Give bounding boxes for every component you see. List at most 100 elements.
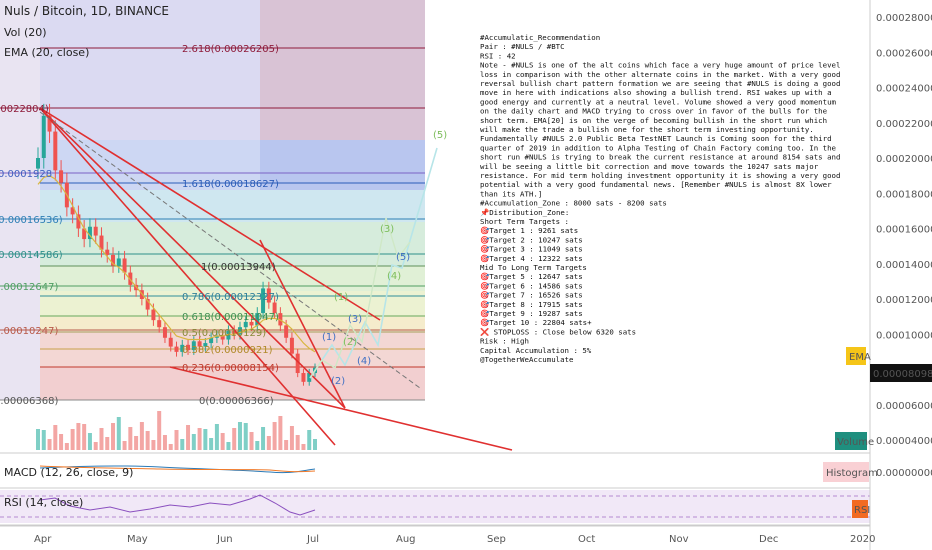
fib-label-0382: 0.382(0.0000921) xyxy=(182,345,273,356)
projection-path xyxy=(309,147,438,379)
wave-5-minor: (5) xyxy=(396,252,410,263)
note-line: 📌Distribution_Zone: xyxy=(480,208,569,217)
legend-macd: MACD (12, 26, close, 9) xyxy=(4,466,133,479)
candle xyxy=(203,343,208,347)
fib-labels: 2.618(0.00026205) 1.618(0.00018627) 1(0.… xyxy=(182,44,279,407)
candle xyxy=(191,341,196,351)
volume-bar xyxy=(59,434,64,450)
legend-ema: EMA (20, close) xyxy=(4,46,89,59)
note-line: move in here with indications also showi… xyxy=(480,88,832,97)
price-axis: 0.00028000 0.00026000 0.00024000 0.00022000… xyxy=(869,0,932,550)
volume-bar xyxy=(162,435,167,450)
volume-bar xyxy=(295,435,300,450)
note-line: ❌ STOPLOSS : Close below 6320 sats xyxy=(480,327,636,336)
volume-bar xyxy=(214,424,219,450)
candle xyxy=(197,341,202,347)
note-line: 🎯Target 10 : 22804 sats+ xyxy=(480,318,592,327)
candle xyxy=(249,321,254,326)
candle xyxy=(93,226,98,236)
y-tick-label: 0.00026000 xyxy=(876,48,932,59)
y-tick-label: 0.00010000 xyxy=(876,330,932,341)
volume-bar xyxy=(41,430,46,450)
volume-bar xyxy=(128,427,133,450)
ema-line xyxy=(37,174,316,353)
wave-labels: (5) (3) (5) (4) (1) (2) (3) (4) (1) (2) xyxy=(322,130,447,387)
x-tick-label: Apr xyxy=(34,534,52,545)
wave-5-major: (5) xyxy=(433,130,447,141)
volume-bar xyxy=(220,433,225,450)
volume-bar xyxy=(168,444,173,450)
macd-zero-label: 0.00000000 xyxy=(876,468,932,479)
left-label-19287: 0.0001928 xyxy=(0,169,52,180)
candle xyxy=(226,330,231,340)
candle xyxy=(186,344,191,351)
volume-bar xyxy=(307,430,312,450)
wave-1-minor: (1) xyxy=(322,332,336,343)
left-label-10247: 0.00010247) xyxy=(0,326,58,337)
y-tick-label: 0.00024000 xyxy=(876,84,932,95)
candle xyxy=(278,313,283,326)
note-line: Capital Accumulation : 5% xyxy=(480,346,592,355)
volume-bar xyxy=(145,431,150,450)
note-line: quarter of 2019 in addition to Alpha Tes… xyxy=(480,143,837,152)
volume-bar xyxy=(36,429,40,450)
x-tick-label: Aug xyxy=(396,534,416,545)
volume-bar xyxy=(278,416,283,450)
fib-label-1: 1(0.00013944) xyxy=(201,262,276,273)
candle xyxy=(59,170,64,183)
volume-bar xyxy=(197,428,202,450)
candle xyxy=(76,214,81,229)
volume-bar xyxy=(209,438,214,450)
volume-bar xyxy=(134,436,139,450)
volume-bar xyxy=(186,425,191,450)
fib-lines xyxy=(0,47,425,401)
fib-label-0236: 0.236(0.00008154) xyxy=(182,363,279,374)
candle xyxy=(295,353,300,374)
candle xyxy=(41,115,46,158)
candle xyxy=(180,344,185,352)
macd-signal-line xyxy=(39,465,316,473)
volume-bar xyxy=(249,432,254,450)
note-line: #Accumulatic_Recommendation xyxy=(480,33,600,42)
wave-2-major: (2) xyxy=(343,337,357,348)
legend-rsi: RSI (14, close) xyxy=(4,496,83,509)
note-line: will make the trade a bullish one for th… xyxy=(480,125,814,134)
trendlines xyxy=(39,107,513,451)
y-tick-label: 0.00016000 xyxy=(876,225,932,236)
volume-bar xyxy=(243,423,248,450)
note-line: #Accumulation_Zone : 8000 sats - 8200 sa… xyxy=(480,199,667,208)
y-tick-label: 0.00004000 xyxy=(876,436,932,447)
candle xyxy=(232,330,237,335)
legend-vol: Vol (20) xyxy=(4,26,47,39)
note-line: 🎯Target 4 : 12322 sats xyxy=(480,254,583,263)
note-line: will be seeing a little bit correction a… xyxy=(480,162,819,171)
y-tick-label: 0.00028000 xyxy=(876,13,932,24)
volume-bar xyxy=(255,441,260,450)
volume-bar xyxy=(266,436,271,450)
rsi-line xyxy=(39,494,316,516)
volume-badge: Volume xyxy=(837,437,874,448)
volume-bar xyxy=(99,428,104,450)
volume-bar xyxy=(151,440,156,450)
left-price-labels: 00022804) 0.0001928 0(0.00016536) 0(0.00… xyxy=(0,104,63,407)
note-line: Pair : #NULS / #BTC xyxy=(480,42,565,51)
volume-bar xyxy=(203,429,208,450)
note-line: short run #NULS is trying to break the c… xyxy=(480,153,840,162)
note-line: Fundamentally #NULS 2.0 Public Beta Test… xyxy=(480,134,832,143)
note-line: 🎯Target 5 : 12647 sats xyxy=(480,272,583,281)
candle xyxy=(255,313,260,326)
volume-bar xyxy=(232,428,237,450)
fib-label-0786: 0.786(0.00012327) xyxy=(182,292,279,303)
note-line: reversal bullish chart pattern formation… xyxy=(480,79,840,88)
legend: Nuls / Bitcoin, 1D, BINANCE Vol (20) EMA… xyxy=(4,4,169,509)
candle xyxy=(214,336,219,338)
note-line: than its ATH.] xyxy=(480,189,542,198)
fib-zones xyxy=(0,0,425,400)
x-tick-label: Oct xyxy=(578,534,595,545)
fib-label-2618: 2.618(0.00026205) xyxy=(182,44,279,55)
candle xyxy=(99,235,104,250)
y-tick-label: 0.00020000 xyxy=(876,154,932,165)
note-line: 🎯Target 9 : 19287 sats xyxy=(480,309,583,318)
candle xyxy=(209,337,214,344)
